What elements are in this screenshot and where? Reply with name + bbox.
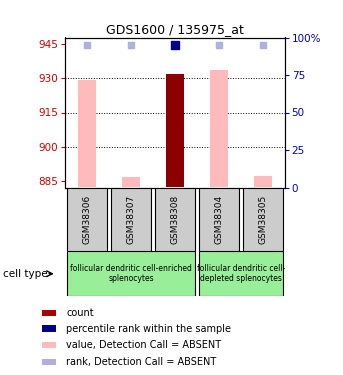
Point <box>172 42 178 48</box>
Text: GSM38305: GSM38305 <box>258 195 267 244</box>
Text: GSM38306: GSM38306 <box>83 195 92 244</box>
Text: count: count <box>66 308 94 318</box>
Bar <box>199 251 283 296</box>
Text: GSM38304: GSM38304 <box>214 195 223 244</box>
Bar <box>42 325 56 332</box>
Bar <box>254 176 272 188</box>
Bar <box>42 342 56 348</box>
Text: cell type: cell type <box>3 269 48 279</box>
Text: value, Detection Call = ABSENT: value, Detection Call = ABSENT <box>66 340 221 350</box>
Text: GSM38307: GSM38307 <box>127 195 135 244</box>
Bar <box>42 359 56 365</box>
Bar <box>210 70 228 188</box>
Bar <box>67 251 195 296</box>
Bar <box>42 310 56 316</box>
Point <box>84 42 90 48</box>
Bar <box>122 177 140 188</box>
Bar <box>199 188 239 251</box>
Text: follicular dendritic cell-enriched
splenocytes: follicular dendritic cell-enriched splen… <box>70 264 192 284</box>
Bar <box>111 188 151 251</box>
Bar <box>155 188 195 251</box>
Bar <box>243 188 283 251</box>
Bar <box>78 80 96 188</box>
Text: follicular dendritic cell-
depleted splenocytes: follicular dendritic cell- depleted sple… <box>197 264 285 284</box>
Text: rank, Detection Call = ABSENT: rank, Detection Call = ABSENT <box>66 357 216 367</box>
Text: GSM38308: GSM38308 <box>170 195 179 244</box>
Point <box>216 42 222 48</box>
Bar <box>166 74 184 188</box>
Text: percentile rank within the sample: percentile rank within the sample <box>66 324 231 333</box>
Point <box>128 42 134 48</box>
Title: GDS1600 / 135975_at: GDS1600 / 135975_at <box>106 23 244 36</box>
Bar <box>67 188 107 251</box>
Point <box>260 42 265 48</box>
